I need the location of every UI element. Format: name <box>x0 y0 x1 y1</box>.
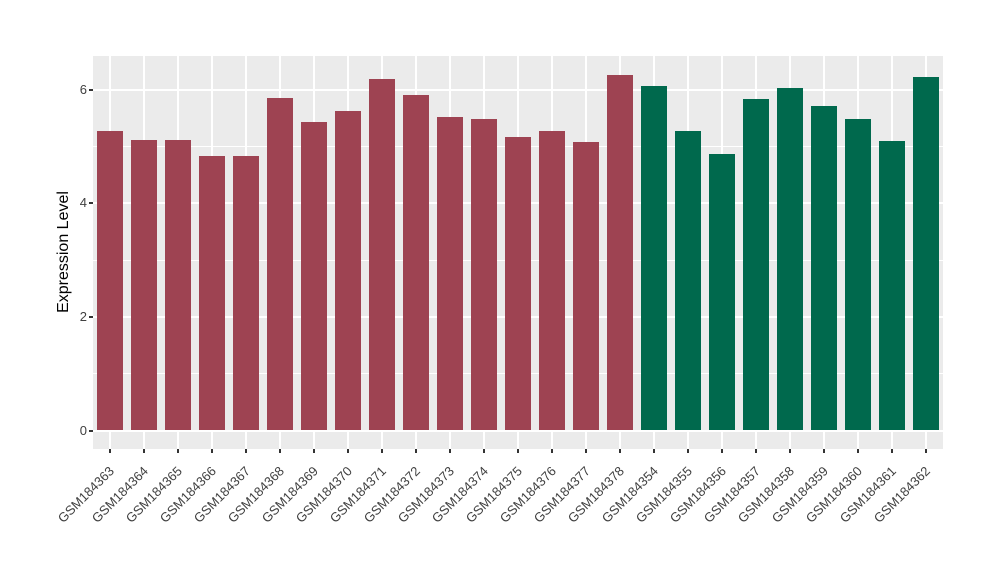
plot-panel <box>93 56 943 449</box>
x-tick-mark-GSM184371 <box>381 449 383 453</box>
bar-GSM184370 <box>335 111 361 431</box>
y-tick-label-4: 4 <box>79 195 87 211</box>
bar-GSM184364 <box>131 140 157 431</box>
bar-GSM184373 <box>437 116 463 431</box>
x-tick-mark-GSM184360 <box>857 449 859 453</box>
bar-GSM184361 <box>879 140 905 431</box>
x-tick-mark-GSM184377 <box>585 449 587 453</box>
bar-GSM184358 <box>777 87 803 431</box>
x-tick-mark-GSM184364 <box>143 449 145 453</box>
bar-GSM184374 <box>471 119 497 431</box>
x-tick-mark-GSM184362 <box>925 449 927 453</box>
y-tick-label-6: 6 <box>79 81 87 97</box>
bar-GSM184365 <box>165 139 191 431</box>
bar-GSM184366 <box>199 156 225 431</box>
bar-GSM184378 <box>607 74 633 431</box>
x-tick-mark-GSM184361 <box>891 449 893 453</box>
x-tick-mark-GSM184374 <box>483 449 485 453</box>
bar-GSM184368 <box>267 97 293 431</box>
x-tick-mark-GSM184372 <box>415 449 417 453</box>
y-tick-mark-6 <box>89 88 93 91</box>
y-tick-mark-0 <box>89 429 93 432</box>
x-tick-mark-GSM184365 <box>177 449 179 453</box>
y-tick-label-2: 2 <box>79 308 87 324</box>
bar-GSM184372 <box>403 95 429 431</box>
bar-GSM184376 <box>539 130 565 431</box>
y-tick-mark-2 <box>89 315 93 318</box>
x-tick-mark-GSM184363 <box>109 449 111 453</box>
bar-GSM184371 <box>369 78 395 431</box>
x-tick-mark-GSM184375 <box>517 449 519 453</box>
bar-GSM184375 <box>505 137 531 431</box>
x-tick-mark-GSM184358 <box>789 449 791 453</box>
bar-GSM184367 <box>233 156 259 431</box>
bar-GSM184369 <box>301 122 327 431</box>
bar-GSM184359 <box>811 105 837 431</box>
x-tick-mark-GSM184366 <box>211 449 213 453</box>
x-tick-mark-GSM184355 <box>687 449 689 453</box>
x-tick-mark-GSM184356 <box>721 449 723 453</box>
bar-GSM184377 <box>573 141 599 431</box>
x-tick-mark-GSM184373 <box>449 449 451 453</box>
x-tick-mark-GSM184354 <box>653 449 655 453</box>
bar-GSM184355 <box>675 130 701 431</box>
x-tick-mark-GSM184378 <box>619 449 621 453</box>
y-tick-mark-4 <box>89 202 93 205</box>
x-tick-mark-GSM184359 <box>823 449 825 453</box>
bar-GSM184362 <box>913 77 939 431</box>
bar-GSM184363 <box>97 131 123 431</box>
x-tick-mark-GSM184368 <box>279 449 281 453</box>
x-tick-mark-GSM184370 <box>347 449 349 453</box>
y-tick-label-0: 0 <box>79 422 87 438</box>
bar-GSM184360 <box>845 119 871 431</box>
bar-GSM184357 <box>743 98 769 431</box>
x-tick-mark-GSM184367 <box>245 449 247 453</box>
bar-GSM184354 <box>641 86 667 431</box>
x-tick-mark-GSM184357 <box>755 449 757 453</box>
x-tick-mark-GSM184376 <box>551 449 553 453</box>
x-tick-mark-GSM184369 <box>313 449 315 453</box>
bar-GSM184356 <box>709 154 735 431</box>
